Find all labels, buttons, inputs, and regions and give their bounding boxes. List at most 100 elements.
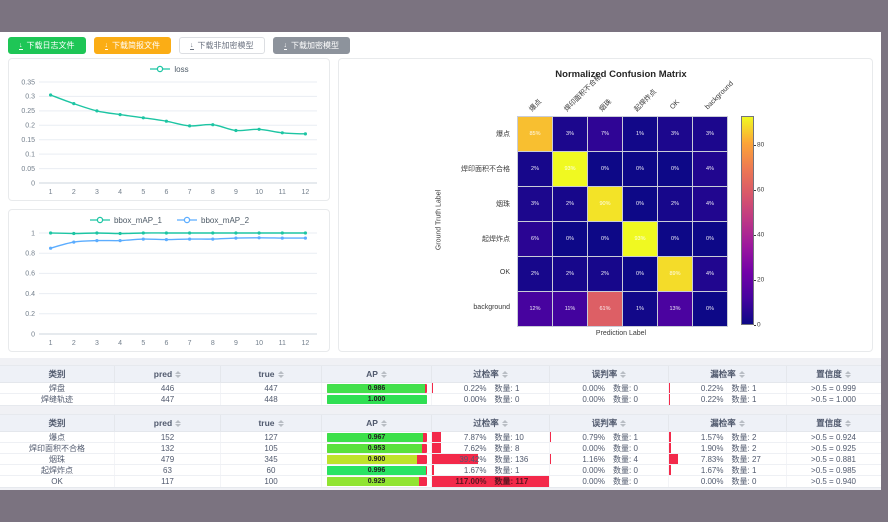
cell-misjudge-rate: 1.16% 数量: 4 [550,454,669,464]
matrix-cell: 0% [623,187,657,221]
svg-text:11: 11 [279,189,286,196]
table-header-cell-true[interactable]: true [221,415,322,431]
sort-icon[interactable] [501,370,508,378]
button-label: 下载日志文件 [26,41,75,50]
matrix-cell: 0% [658,222,692,256]
metric-count: 数量: 10 [494,432,524,442]
column-label: 置信度 [816,369,842,379]
colorbar [741,116,754,325]
table-header-cell-漏检率[interactable]: 漏检率 [669,415,787,431]
table-header-cell-置信度[interactable]: 置信度 [787,415,880,431]
table-header-cell-过检率[interactable]: 过检率 [432,415,550,431]
cell-miss-rate: 1.57% 数量: 2 [669,432,787,442]
table-row: 焊印面积不合格 132 105 0.953 7.62% 数量: 8 0.00% 数量: 0 1.… [0,443,881,454]
cell-class: 烟珠 [0,454,115,464]
window-chrome-bar [0,0,888,32]
confusion-matrix-grid: 85% 3% 7% 1% 3% 3% 2% 93% 0% 0% 0% 4% 3% 2% 90% 0% 2% 4% 6… [517,116,728,327]
button-label: 下载简报文件 [112,41,160,50]
column-label: AP [366,369,378,379]
sort-icon[interactable] [738,419,745,427]
table-header-cell-true[interactable]: true [221,366,322,382]
metric-percent: 0.00% [463,395,487,404]
cell-true: 100 [221,476,322,487]
cell-overkill-rate: 117.00% 数量: 117 [432,476,550,487]
download-icon: ↓ [190,41,194,50]
sort-icon[interactable] [738,370,745,378]
colorbar-tick-label: 0 [757,321,761,329]
cell-confidence: >0.5 = 0.940 [811,477,856,486]
cell-ap: 0.996 [322,465,432,475]
matrix-row-label: 起焊炸点 [482,236,510,243]
metric-count: 数量: 0 [613,383,638,393]
svg-text:6: 6 [164,189,168,196]
column-label: 过检率 [473,369,499,379]
sort-icon[interactable] [277,419,284,427]
sort-desc-caret [501,374,508,378]
column-label: pred [153,418,173,428]
svg-text:9: 9 [234,340,238,347]
table-header-cell-误判率[interactable]: 误判率 [550,415,669,431]
download-encrypted-model-button[interactable]: ↓ 下载加密模型 [272,37,350,54]
sort-icon[interactable] [620,370,627,378]
dashboard-page: ↓ 下载日志文件 ↓ 下载简报文件 ↓ 下载非加密模型 ↓ 下载加密模型 loss 0 0.05… [0,32,881,490]
table-header-cell-置信度[interactable]: 置信度 [787,366,880,382]
sort-icon[interactable] [380,419,387,427]
metric-percent: 7.62% [463,443,487,453]
metric-percent: 117.00% [455,477,487,486]
table-header-cell-误判率[interactable]: 误判率 [550,366,669,382]
ap-bar: 1.000 [326,395,427,404]
sort-asc-caret [277,419,284,423]
sort-asc-caret [738,370,745,374]
svg-text:7: 7 [188,340,192,347]
metric-count: 数量: 0 [613,395,638,404]
download-log-button[interactable]: ↓ 下载日志文件 [8,37,86,54]
sort-icon[interactable] [620,419,627,427]
legend-item[interactable]: bbox_mAP_2 [176,216,249,225]
sort-icon[interactable] [277,370,284,378]
cell-class: OK [0,476,115,487]
ap-bar: 0.900 [326,454,427,464]
sort-icon[interactable] [380,370,387,378]
cell-ap: 1.000 [322,394,432,405]
matrix-cell: 2% [658,187,692,221]
metric-percent: 0.22% [700,383,724,393]
column-label: 漏检率 [710,418,736,428]
metric-percent: 0.00% [582,383,605,393]
svg-text:4: 4 [118,189,122,196]
matrix-cell: 2% [553,257,587,291]
cell-overkill-rate: 7.62% 数量: 8 [432,443,550,453]
table-header-cell-pred[interactable]: pred [115,415,221,431]
sort-icon[interactable] [175,370,182,378]
column-label: 过检率 [473,418,499,428]
download-icon: ↓ [283,41,287,50]
cell-pred: 446 [115,383,221,393]
sort-icon[interactable] [844,370,851,378]
sort-icon[interactable] [501,419,508,427]
matrix-cell: 2% [518,257,552,291]
cell-miss-rate: 1.90% 数量: 2 [669,443,787,453]
legend-item[interactable]: loss [149,65,189,74]
metric-percent: 0.00% [582,477,605,486]
table-header-cell-漏检率[interactable]: 漏检率 [669,366,787,382]
table-header-cell-过检率[interactable]: 过检率 [432,366,550,382]
matrix-cell: 3% [553,117,587,151]
download-report-button[interactable]: ↓ 下载简报文件 [93,37,171,54]
column-label: 误判率 [591,369,618,379]
table-header-cell-AP[interactable]: AP [322,415,432,431]
sort-icon[interactable] [844,419,851,427]
metric-bar [550,454,552,464]
sort-asc-caret [620,370,627,374]
cell-ap: 0.986 [322,383,432,393]
table-header-cell-pred[interactable]: pred [115,366,221,382]
sort-asc-caret [620,419,627,423]
sort-icon[interactable] [175,419,182,427]
svg-text:6: 6 [164,340,168,347]
table-header-cell-AP[interactable]: AP [322,366,432,382]
button-label: 下载加密模型 [291,41,339,50]
download-unencrypted-model-button[interactable]: ↓ 下载非加密模型 [179,37,265,54]
matrix-row-label: 烟珠 [496,201,510,208]
cell-miss-rate: 0.22% 数量: 1 [669,383,787,393]
sort-asc-caret [501,419,508,423]
legend-item[interactable]: bbox_mAP_1 [89,216,162,225]
cell-class: 爆点 [0,432,115,442]
